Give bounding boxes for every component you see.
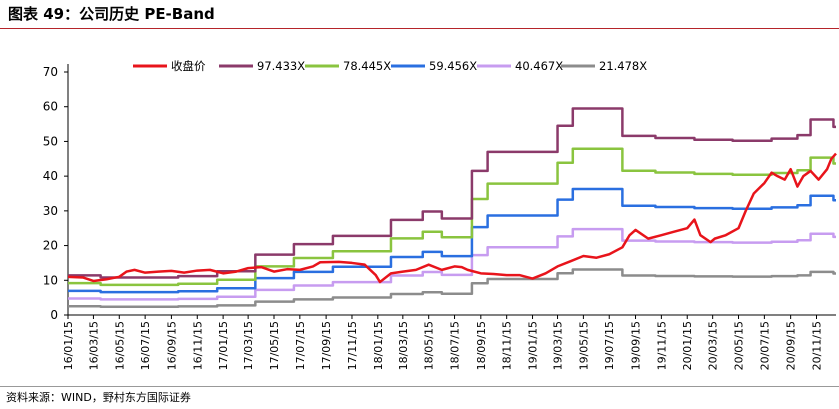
y-tick-label: 0	[50, 308, 58, 322]
x-tick-label: 16/11/15	[191, 321, 204, 370]
x-tick-label: 18/05/15	[423, 321, 436, 370]
legend-label: 21.478X	[599, 59, 647, 73]
x-tick-label: 16/07/15	[139, 321, 152, 370]
series-line-97.433X	[68, 107, 836, 279]
x-tick-label: 18/03/15	[397, 321, 410, 370]
x-tick-label: 20/05/15	[733, 321, 746, 370]
x-tick-label: 16/05/15	[113, 321, 126, 370]
footer-divider	[0, 386, 839, 387]
axes: 0 10 20 30 40 50 60 70 16/01/15 16/03/15 16/05/15 1…	[43, 64, 836, 370]
x-tick-label: 20/09/15	[785, 321, 798, 370]
pe-band-chart: 收盘价 97.433X 78.445X 59.456X 40.467X 21.478X 0…	[43, 59, 837, 370]
series-line-40.467X	[68, 227, 836, 301]
x-tick-label: 16/01/15	[62, 321, 75, 370]
x-tick-label: 19/05/15	[577, 321, 590, 370]
legend-label: 97.433X	[257, 59, 305, 73]
x-tick-label: 17/01/15	[217, 321, 230, 370]
y-tick-label: 60	[43, 100, 58, 114]
x-tick-label: 17/11/15	[346, 321, 359, 370]
x-tick-label: 19/01/15	[527, 321, 540, 370]
x-tick-label: 18/01/15	[372, 321, 385, 370]
legend-label: 40.467X	[515, 59, 563, 73]
x-tick-label: 17/07/15	[294, 321, 307, 370]
legend-label: 78.445X	[343, 59, 391, 73]
chart-title: 图表 49：公司历史 PE-Band	[8, 5, 215, 23]
series-line-78.445X	[68, 147, 836, 287]
legend: 收盘价 97.433X 78.445X 59.456X 40.467X 21.478X	[133, 59, 647, 73]
x-tick-label: 18/09/15	[475, 321, 488, 370]
x-tick-label: 17/05/15	[268, 321, 281, 370]
x-tick-label: 17/03/15	[242, 321, 255, 370]
legend-label: 59.456X	[429, 59, 477, 73]
x-tick-label: 16/09/15	[165, 321, 178, 370]
x-tick-label: 20/11/15	[811, 321, 824, 370]
source-note: 资料来源：WIND，野村东方国际证券	[6, 391, 191, 404]
x-tick-label: 20/01/15	[681, 321, 694, 370]
y-tick-label: 40	[43, 169, 58, 183]
x-tick-label: 19/03/15	[552, 321, 565, 370]
series-line-59.456X	[68, 187, 836, 294]
x-tick-label: 16/03/15	[87, 321, 100, 370]
x-tick-label: 19/07/15	[603, 321, 616, 370]
y-tick-label: 10	[43, 273, 58, 287]
y-tick-label: 70	[43, 65, 58, 79]
x-tick-label: 20/07/15	[758, 321, 771, 370]
y-tick-label: 50	[43, 134, 58, 148]
y-tick-label: 20	[43, 239, 58, 253]
x-tick-label: 19/09/15	[630, 321, 643, 370]
x-tick-label: 18/11/15	[501, 321, 514, 370]
y-tick-label: 30	[43, 204, 58, 218]
x-tick-label: 17/09/15	[320, 321, 333, 370]
x-tick-label: 20/03/15	[707, 321, 720, 370]
series-line-21.478X	[68, 268, 836, 308]
x-tick-label: 19/11/15	[655, 321, 668, 370]
title-divider	[0, 28, 839, 29]
series-line-close-price	[67, 152, 837, 284]
plot-area	[67, 107, 837, 308]
x-tick-label: 18/07/15	[449, 321, 462, 370]
legend-label: 收盘价	[171, 59, 206, 73]
